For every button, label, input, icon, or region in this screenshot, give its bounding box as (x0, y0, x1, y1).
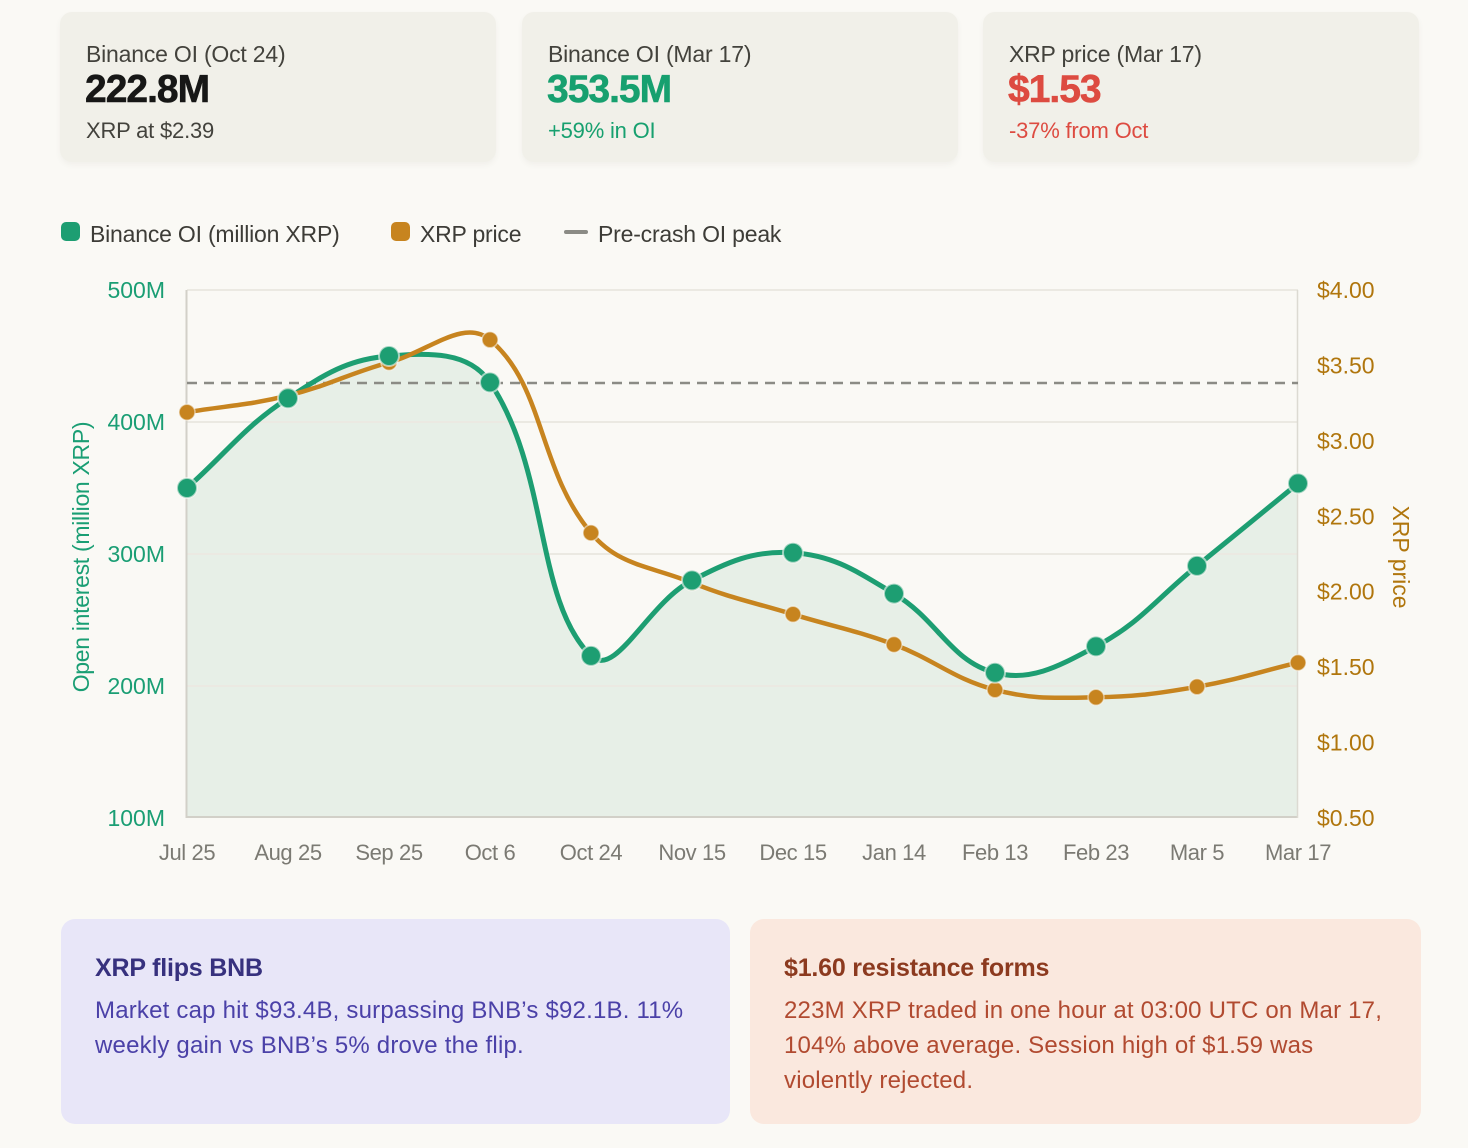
svg-text:500M: 500M (107, 277, 165, 303)
svg-text:Nov 15: Nov 15 (658, 840, 725, 865)
svg-text:Open interest (million XRP): Open interest (million XRP) (68, 422, 94, 693)
svg-text:Feb 23: Feb 23 (1063, 840, 1129, 865)
svg-text:$2.00: $2.00 (1317, 579, 1375, 605)
svg-text:$1.00: $1.00 (1317, 730, 1375, 756)
svg-text:200M: 200M (107, 673, 165, 699)
svg-text:$4.00: $4.00 (1317, 277, 1375, 303)
svg-text:Jul 25: Jul 25 (159, 840, 215, 865)
svg-text:Oct 6: Oct 6 (465, 840, 516, 865)
svg-text:400M: 400M (107, 409, 165, 435)
svg-text:XRP price: XRP price (1388, 505, 1414, 608)
svg-text:Mar 5: Mar 5 (1170, 840, 1224, 865)
svg-text:Mar 17: Mar 17 (1265, 840, 1331, 865)
svg-text:$3.50: $3.50 (1317, 352, 1375, 378)
svg-text:Feb 13: Feb 13 (962, 840, 1028, 865)
svg-text:Aug 25: Aug 25 (254, 840, 321, 865)
svg-text:$2.50: $2.50 (1317, 503, 1375, 529)
svg-text:Dec 15: Dec 15 (759, 840, 826, 865)
svg-text:$0.50: $0.50 (1317, 805, 1375, 831)
svg-text:$3.00: $3.00 (1317, 428, 1375, 454)
svg-text:$1.50: $1.50 (1317, 654, 1375, 680)
svg-text:Sep 25: Sep 25 (355, 840, 422, 865)
svg-text:Jan 14: Jan 14 (862, 840, 926, 865)
svg-text:300M: 300M (107, 541, 165, 567)
svg-text:Oct 24: Oct 24 (560, 840, 623, 865)
svg-text:100M: 100M (107, 805, 165, 831)
